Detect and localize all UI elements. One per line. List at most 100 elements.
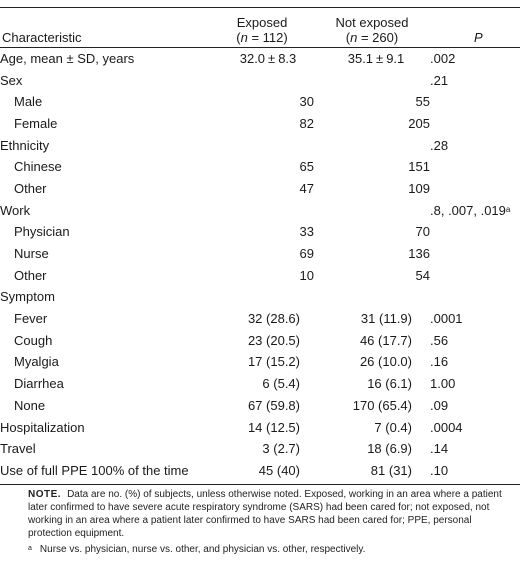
table-row-ethnicity-other: Other 47 109 [0, 178, 520, 200]
header-not-exposed-title: Not exposed [335, 15, 409, 30]
cell-not-exposed: 109 [408, 180, 430, 196]
header-characteristic: Characteristic [2, 30, 82, 45]
note-text: Data are no. (%) of subjects, unless oth… [28, 489, 502, 539]
row-label: Female [14, 115, 58, 131]
table-row-hospitalization: Hospitalization 14 (12.5) 7 (0.4) .0004 [0, 417, 520, 439]
cell-not-exposed: 16 (6.1) [367, 376, 412, 392]
header-exposed: Exposed (n = 112) [210, 9, 314, 45]
cell-not-exposed: 54 [415, 267, 430, 283]
cell-not-exposed: 35.1 ±9.1 [347, 50, 405, 66]
row-label: Use of full PPE 100% of the time [0, 462, 189, 478]
row-label: Work [0, 202, 31, 218]
header-not-exposed: Not exposed (n = 260) [314, 9, 430, 45]
bottom-rule [0, 484, 520, 485]
table-row-none: None 67 (59.8) 170 (65.4) .09 [0, 395, 520, 417]
cell-not-exposed: 170 (65.4) [352, 397, 412, 413]
table-row-physician: Physician 33 70 [0, 222, 520, 244]
cell-exposed: 45 (40) [258, 462, 300, 478]
note-label: NOTE. [28, 489, 62, 500]
cell-exposed: 67 (59.8) [247, 397, 300, 413]
row-label: Age, mean ± SD, years [0, 50, 135, 66]
cell-p: .0001 [430, 311, 463, 327]
cell-not-exposed: 26 (10.0) [359, 354, 412, 370]
row-label: Nurse [14, 246, 49, 262]
cell-exposed: 6 (5.4) [262, 376, 300, 392]
cell-not-exposed: 136 [408, 246, 430, 262]
row-label: Symptom [0, 289, 55, 305]
cell-exposed: 69 [299, 246, 314, 262]
table-row-ppe: Use of full PPE 100% of the time 45 (40)… [0, 460, 520, 482]
table-note: NOTE. Data are no. (%) of subjects, unles… [28, 488, 516, 540]
cell-p: .0004 [430, 419, 463, 435]
row-label: Myalgia [14, 354, 59, 370]
header-exposed-title: Exposed [236, 15, 288, 30]
row-label: Ethnicity [0, 137, 50, 153]
table-header-row: Characteristic Exposed (n = 112) Not exp… [0, 9, 520, 45]
table-row-myalgia: Myalgia 17 (15.2) 26 (10.0) .16 [0, 352, 520, 374]
table-row-chinese: Chinese 65 151 [0, 156, 520, 178]
cell-p: .56 [430, 332, 449, 348]
data-table: Characteristic Exposed (n = 112) Not exp… [0, 9, 520, 482]
header-not-exposed-count: (n = 260) [345, 30, 399, 45]
cell-not-exposed: 70 [415, 224, 430, 240]
table-row-work-other: Other 10 54 [0, 265, 520, 287]
table-row-sex: Sex .21 [0, 70, 520, 92]
header-p: P [474, 30, 483, 45]
cell-p: .16 [430, 354, 449, 370]
cell-not-exposed: 7 (0.4) [374, 419, 412, 435]
header-exposed-count: (n = 112) [236, 30, 288, 45]
row-label: None [14, 397, 46, 413]
footnote-marker: a [28, 545, 32, 552]
cell-not-exposed: 31 (11.9) [360, 311, 412, 327]
row-label: Cough [14, 332, 53, 348]
row-label: Diarrhea [14, 376, 64, 392]
cell-exposed: 10 [299, 267, 314, 283]
cell-p: .8, .007, .019a [430, 202, 511, 218]
row-label: Other [14, 267, 47, 283]
cell-exposed: 17 (15.2) [247, 354, 300, 370]
cell-exposed: 65 [299, 159, 314, 175]
cell-exposed: 47 [299, 180, 314, 196]
row-label: Fever [14, 311, 48, 327]
table-row-ethnicity: Ethnicity .28 [0, 135, 520, 157]
cell-exposed: 33 [299, 224, 314, 240]
row-label: Physician [14, 224, 70, 240]
cell-not-exposed: 55 [415, 94, 430, 110]
row-label: Chinese [14, 159, 62, 175]
table-row-travel: Travel 3 (2.7) 18 (6.9) .14 [0, 438, 520, 460]
cell-p: 1.00 [430, 376, 456, 392]
table-row-female: Female 82 205 [0, 113, 520, 135]
table-row-work: Work .8, .007, .019a [0, 200, 520, 222]
cell-exposed: 82 [299, 115, 314, 131]
cell-p: .28 [430, 137, 449, 153]
header-rule [0, 47, 520, 48]
row-label: Male [14, 94, 43, 110]
cell-exposed: 3 (2.7) [262, 441, 300, 457]
cell-exposed: 32 (28.6) [247, 311, 300, 327]
cell-p: .10 [430, 462, 449, 478]
table-row-nurse: Nurse 69 136 [0, 243, 520, 265]
cell-not-exposed: 205 [408, 115, 430, 131]
table-row-diarrhea: Diarrhea 6 (5.4) 16 (6.1) 1.00 [0, 373, 520, 395]
footnote-marker: a [505, 204, 511, 214]
table-row-cough: Cough 23 (20.5) 46 (17.7) .56 [0, 330, 520, 352]
cell-not-exposed: 81 (31) [370, 462, 412, 478]
row-label: Travel [0, 441, 36, 457]
footnote-text: Nurse vs. physician, nurse vs. other, an… [39, 544, 366, 555]
cell-not-exposed: 151 [408, 159, 430, 175]
top-rule [0, 7, 520, 8]
row-label: Sex [0, 72, 23, 88]
cell-exposed: 23 (20.5) [247, 332, 300, 348]
cell-not-exposed: 46 (17.7) [359, 332, 412, 348]
cell-p: .09 [430, 397, 449, 413]
table-row-symptom: Symptom [0, 287, 520, 309]
cell-exposed: 30 [299, 94, 314, 110]
cell-p: .14 [430, 441, 449, 457]
table-row-fever: Fever 32 (28.6) 31 (11.9) .0001 [0, 308, 520, 330]
cell-exposed: 32.0 ±8.3 [239, 50, 297, 66]
cell-not-exposed: 18 (6.9) [367, 441, 412, 457]
cell-exposed: 14 (12.5) [247, 419, 300, 435]
row-label: Hospitalization [0, 419, 85, 435]
cell-p: .002 [430, 50, 456, 66]
table-row-male: Male 30 55 [0, 91, 520, 113]
